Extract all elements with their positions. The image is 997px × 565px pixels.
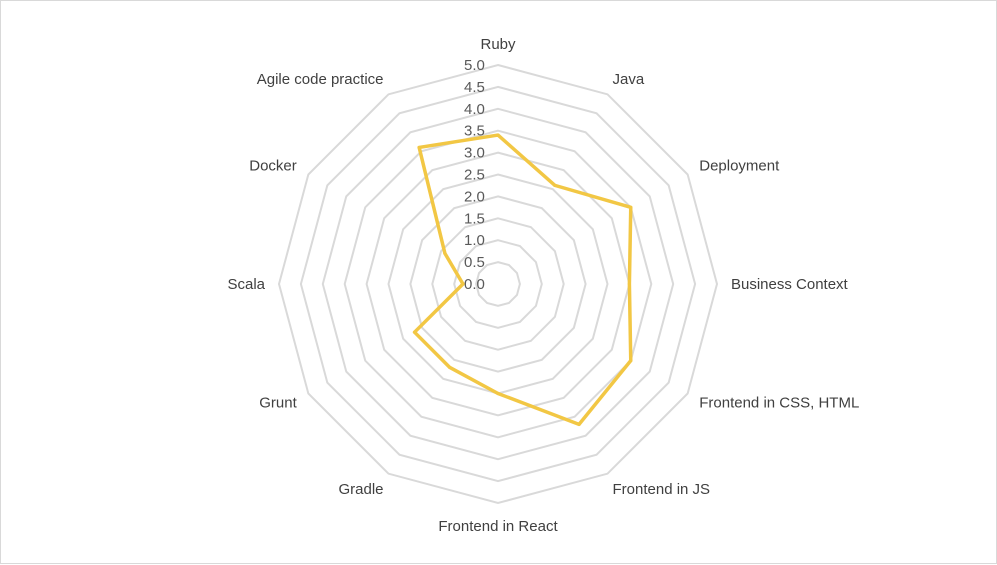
data-point	[417, 145, 421, 150]
data-point	[448, 365, 452, 370]
grid-ring	[453, 239, 543, 329]
category-label: Deployment	[699, 158, 780, 175]
category-label: Java	[613, 71, 645, 88]
data-point	[553, 183, 557, 187]
category-label: Business Context	[731, 276, 849, 293]
data-point	[496, 391, 500, 396]
grid-ring	[321, 107, 675, 461]
radial-tick-label: 1.5	[464, 210, 485, 227]
radial-tick-label: 3.5	[464, 123, 485, 140]
radial-tick-label: 3.0	[464, 145, 485, 162]
radial-tick-label: 0.0	[464, 276, 485, 293]
category-label: Ruby	[480, 36, 516, 53]
radial-tick-label: 5.0	[464, 57, 485, 74]
category-label: Agile code practice	[257, 71, 384, 88]
grid-ring	[387, 173, 609, 395]
grid-ring	[277, 63, 719, 505]
data-point	[443, 251, 447, 255]
data-point	[461, 282, 465, 286]
data-point	[629, 359, 633, 363]
category-labels: Ruby Java Deployment Business Context Fronte…	[227, 36, 859, 535]
category-label: Frontend in JS	[613, 481, 711, 498]
grid-ring	[299, 85, 697, 483]
grid-ring	[365, 151, 631, 417]
data-point	[577, 422, 581, 426]
radial-axis-ticks: 0.0 0.5 1.0 1.5 2.0 2.5 3.0 3.5 4.0 4.5 5.0	[464, 57, 485, 293]
radial-tick-label: 0.5	[464, 254, 485, 271]
radial-tick-label: 2.0	[464, 188, 485, 205]
radial-tick-label: 4.0	[464, 101, 485, 118]
series-line	[412, 133, 633, 427]
radial-tick-label: 1.0	[464, 232, 485, 249]
grid-ring	[431, 217, 565, 351]
radial-tick-label: 2.5	[464, 167, 485, 184]
grid-ring	[475, 261, 521, 307]
category-label: Scala	[227, 276, 265, 293]
category-label: Grunt	[259, 395, 297, 412]
radial-tick-label: 4.5	[464, 79, 485, 96]
category-label: Gradle	[338, 481, 383, 498]
data-point	[496, 133, 500, 137]
data-point	[629, 205, 633, 209]
data-point	[412, 330, 417, 334]
radar-grid	[277, 63, 719, 505]
grid-ring	[409, 195, 587, 373]
category-label: Frontend in CSS, HTML	[699, 395, 859, 412]
data-point	[627, 282, 632, 286]
series-layer	[412, 133, 633, 427]
category-label: Docker	[249, 158, 297, 175]
category-label: Frontend in React	[438, 518, 558, 535]
